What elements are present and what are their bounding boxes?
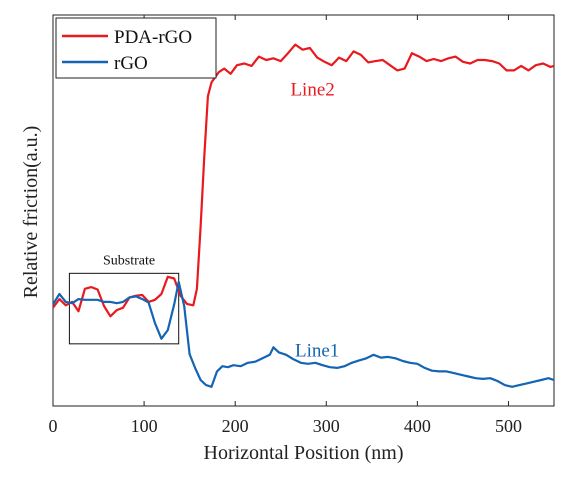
x-tick-label-500: 500 — [495, 416, 522, 436]
annotation-line2: Line2 — [290, 79, 334, 100]
legend-label-rgo: rGO — [114, 53, 148, 74]
x-tick-label-0: 0 — [49, 416, 58, 436]
x-axis-tick-labels: 0 100 200 300 400 500 — [49, 416, 522, 436]
series-line-rgo — [53, 282, 554, 387]
x-axis-label: Horizontal Position (nm) — [204, 442, 404, 464]
x-tick-label-300: 300 — [313, 416, 340, 436]
legend: PDA-rGO rGO — [56, 18, 216, 78]
legend-label-pda-rgo: PDA-rGO — [114, 27, 192, 48]
x-tick-label-400: 400 — [404, 416, 431, 436]
y-axis-label: Relative friction(a.u.) — [20, 126, 42, 299]
substrate-box — [69, 273, 178, 344]
substrate-label: Substrate — [103, 253, 155, 268]
x-tick-label-200: 200 — [222, 416, 249, 436]
annotation-line1: Line1 — [295, 341, 339, 362]
x-tick-label-100: 100 — [131, 416, 158, 436]
